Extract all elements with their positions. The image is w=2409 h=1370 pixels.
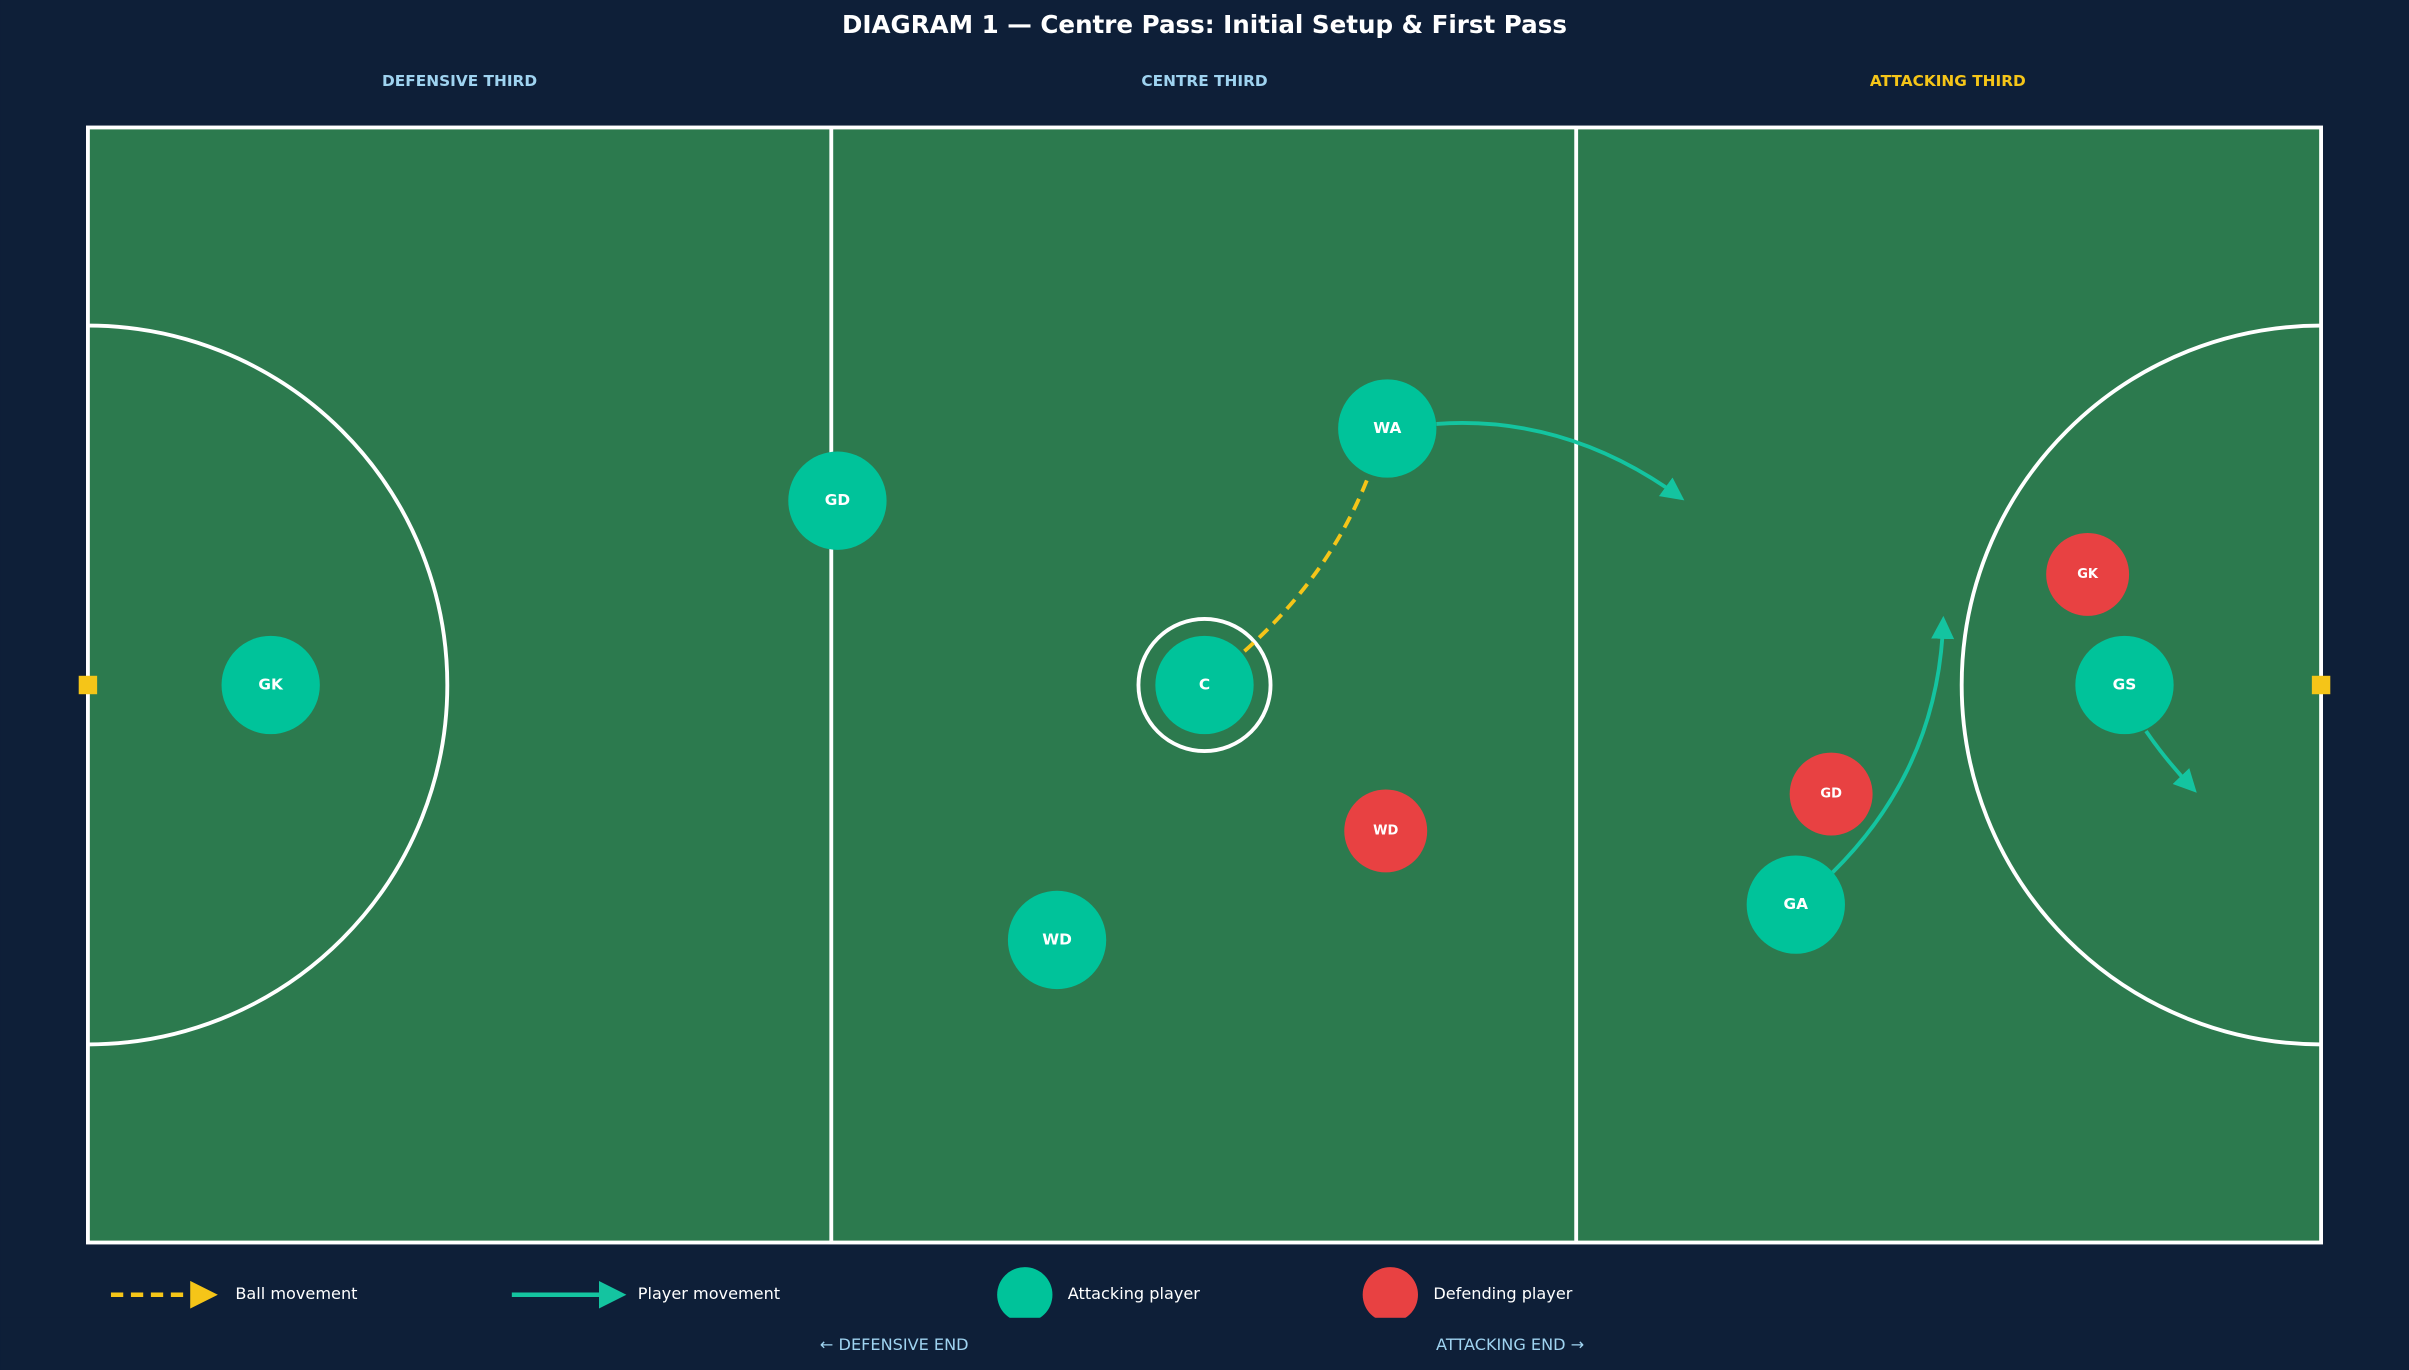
end-label: ATTACKING END → [1436,1335,1584,1354]
player-path [1436,421,1685,501]
attacking-player [1746,855,1845,954]
legend: Ball movement Player movement Attacking … [110,1267,1573,1323]
player-label: WA [1373,419,1401,437]
player-path [1831,615,1955,874]
attacking-player [221,635,320,735]
ball-path [1243,478,1370,653]
legend-label: Attacking player [1068,1284,1200,1303]
defending-player [1789,752,1873,836]
player-label: WD [1042,930,1072,948]
player-label: GD [825,491,850,509]
defending-player [2046,532,2130,616]
attacking-player [2075,635,2174,735]
player-label: GS [2113,675,2137,693]
zone-label: DEFENSIVE THIRD [382,72,537,90]
defending-player [1344,789,1428,873]
legend-defender [1362,1267,1418,1323]
title: DIAGRAM 1 — Centre Pass: Initial Setup &… [842,10,1567,39]
player-label: GK [258,675,284,693]
legend-attacker [997,1267,1053,1323]
movements [1243,421,2197,874]
zone-label: CENTRE THIRD [1141,72,1267,90]
zone-label: ATTACKING THIRD [1870,72,2026,90]
legend-label: Defending player [1433,1284,1572,1303]
footer [0,1317,2409,1370]
attacking-player [1155,635,1254,735]
attacking-player [788,451,887,550]
players: GK GD WA C WD GA GS GK WD GD [221,379,2174,990]
end-label: ← DEFENSIVE END [820,1335,969,1354]
player-path [2144,729,2197,793]
legend-label: Player movement [638,1284,780,1303]
player-label: GK [2077,567,2099,582]
player-label: C [1199,675,1210,693]
player-label: WD [1373,823,1398,838]
player-label: GA [1784,895,1809,913]
player-label: GD [1820,787,1842,802]
attacking-player [1007,890,1107,990]
goal-post [2311,675,2331,695]
legend-label: Ball movement [235,1284,357,1303]
goal-post [78,675,98,695]
attacking-player [1338,379,1437,478]
